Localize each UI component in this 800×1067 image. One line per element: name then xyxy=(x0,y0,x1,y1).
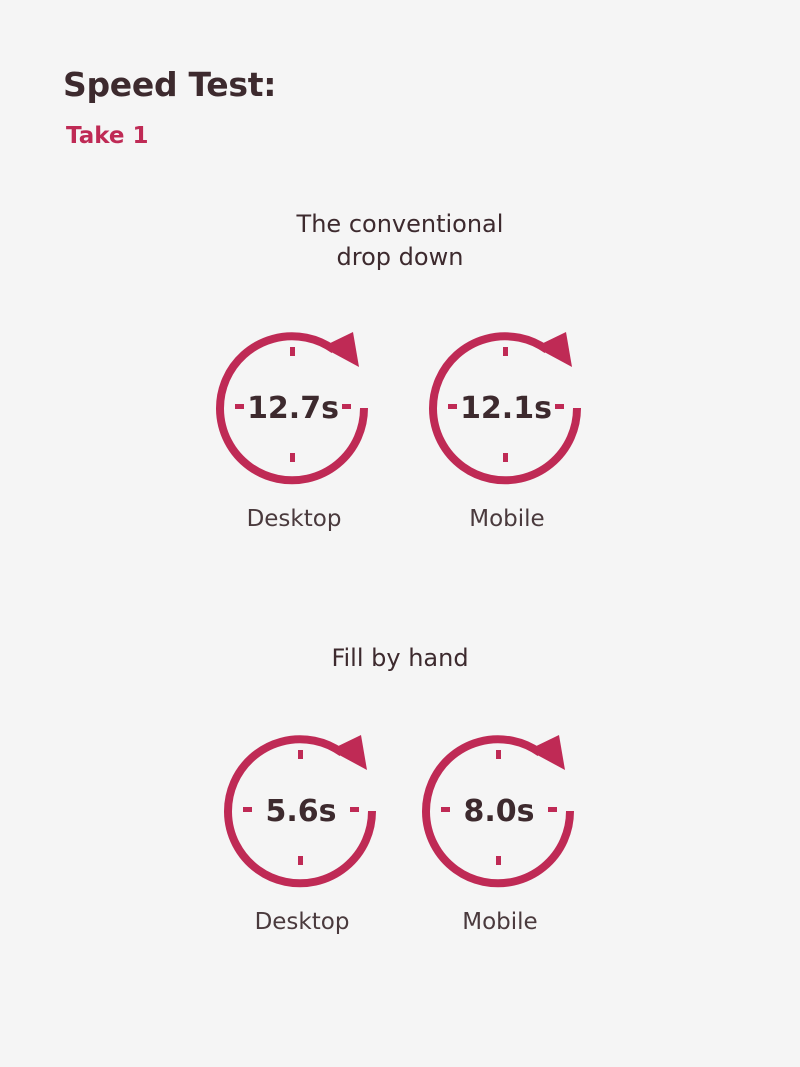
timer-desktop: 12.7s Desktop xyxy=(214,330,374,532)
timer-value: 12.1s xyxy=(460,391,552,426)
timer-label: Mobile xyxy=(469,506,545,532)
section-heading-line2: drop down xyxy=(336,243,464,271)
timer-label: Mobile xyxy=(462,909,538,935)
section-heading: The conventional drop down xyxy=(200,208,600,274)
timer-label: Desktop xyxy=(246,506,342,532)
timer-mobile: 8.0s Mobile xyxy=(420,733,580,935)
page-title: Speed Test: xyxy=(63,65,277,104)
stopwatch-icon: 12.1s xyxy=(429,332,582,485)
timer-label: Desktop xyxy=(254,909,350,935)
timer-desktop: 5.6s Desktop xyxy=(222,733,382,935)
stopwatch-icon: 8.0s xyxy=(422,735,575,888)
stopwatch-icon: 12.7s xyxy=(216,332,369,485)
timer-value: 8.0s xyxy=(463,794,534,829)
timer-value: 12.7s xyxy=(247,391,339,426)
timer-mobile: 12.1s Mobile xyxy=(427,330,587,532)
timer-value: 5.6s xyxy=(265,794,336,829)
section-heading-line1: Fill by hand xyxy=(331,644,469,672)
stopwatch-icon: 5.6s xyxy=(224,735,377,888)
section-heading-line1: The conventional xyxy=(296,210,504,238)
page-subtitle: Take 1 xyxy=(66,123,149,149)
section-heading: Fill by hand xyxy=(200,642,600,675)
